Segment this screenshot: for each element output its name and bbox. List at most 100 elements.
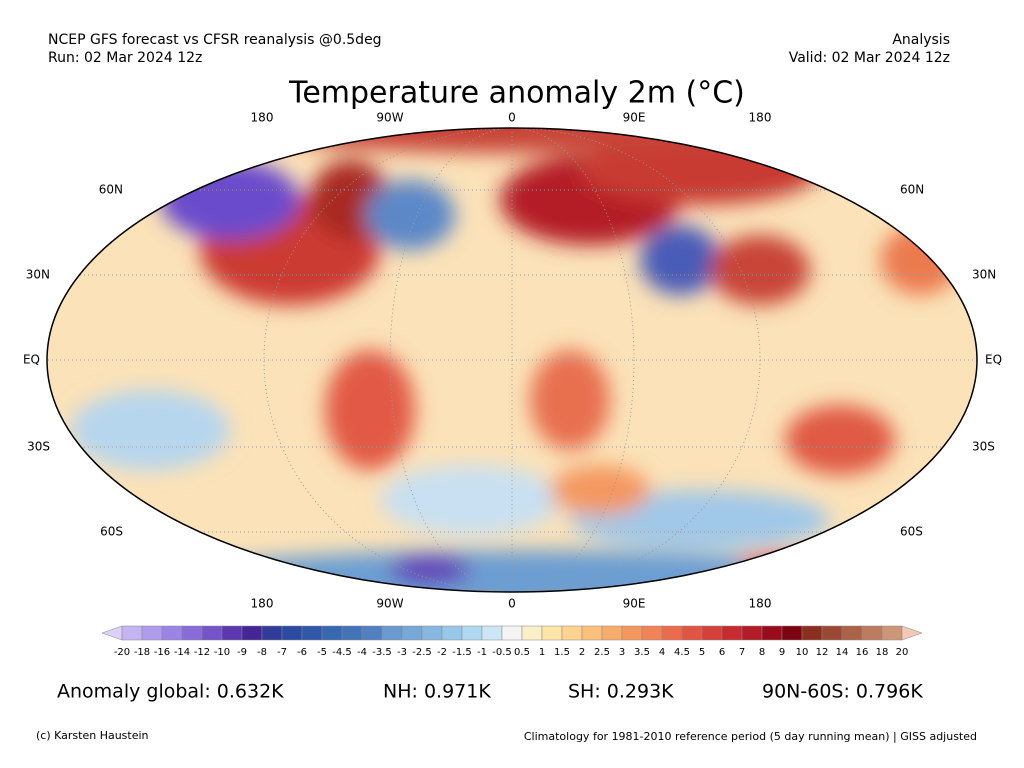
- lat-label: 60N: [99, 183, 123, 197]
- colorbar-label: 8: [759, 647, 765, 658]
- lon-label: 180: [749, 597, 772, 611]
- colorbar-label: 7: [739, 647, 745, 658]
- colorbar-end: [101, 625, 123, 641]
- colorbar-label: -18: [134, 647, 150, 658]
- lon-label: 0: [508, 597, 516, 611]
- lon-label: 90E: [623, 111, 646, 125]
- colorbar-box: [301, 625, 323, 641]
- colorbar-label: 18: [876, 647, 889, 658]
- colorbar-box: [721, 625, 743, 641]
- colorbar-box: [401, 625, 423, 641]
- colorbar-box: [801, 625, 823, 641]
- colorbar-box: [621, 625, 643, 641]
- colorbar-label: -1.5: [452, 647, 472, 658]
- colorbar-box: [841, 625, 863, 641]
- colorbar-box: [141, 625, 163, 641]
- colorbar-label: -3.5: [372, 647, 392, 658]
- colorbar-label: 6: [719, 647, 725, 658]
- colorbar-label: -7: [277, 647, 287, 658]
- colorbar-label: -2.5: [412, 647, 432, 658]
- colorbar-box: [601, 625, 623, 641]
- colorbar-box: [361, 625, 383, 641]
- colorbar-label: 16: [856, 647, 869, 658]
- colorbar-box: [821, 625, 843, 641]
- colorbar-label: 5: [699, 647, 705, 658]
- colorbar-box: [581, 625, 603, 641]
- colorbar-box: [521, 625, 543, 641]
- colorbar-label: 4.5: [674, 647, 690, 658]
- colorbar-label: -16: [154, 647, 170, 658]
- lon-label: 90W: [376, 597, 403, 611]
- colorbar-box: [781, 625, 803, 641]
- colorbar-label: -8: [257, 647, 267, 658]
- colorbar-label: 2.5: [594, 647, 610, 658]
- colorbar-box: [381, 625, 403, 641]
- colorbar-label: 3: [619, 647, 625, 658]
- lat-label: EQ: [23, 353, 40, 367]
- title: Temperature anomaly 2m (°C): [288, 76, 745, 111]
- colorbar-label: -12: [194, 647, 210, 658]
- stat: NH: 0.971K: [383, 681, 491, 703]
- colorbar-end: [901, 625, 923, 641]
- colorbar-box: [661, 625, 683, 641]
- colorbar-label: -6: [297, 647, 307, 658]
- lat-label: 30S: [972, 440, 995, 454]
- colorbar-box: [261, 625, 283, 641]
- colorbar-box: [121, 625, 143, 641]
- colorbar-box: [501, 625, 523, 641]
- globe-outline: [46, 127, 978, 593]
- graticule: [47, 128, 977, 592]
- lat-label: 60S: [100, 525, 123, 539]
- header-right-2: Valid: 02 Mar 2024 12z: [789, 50, 950, 66]
- map: [46, 127, 978, 593]
- colorbar-label: 14: [836, 647, 849, 658]
- colorbar-label: -1: [477, 647, 487, 658]
- colorbar-box: [341, 625, 363, 641]
- colorbar-box: [461, 625, 483, 641]
- colorbar-label: 1: [539, 647, 545, 658]
- colorbar-label: -0.5: [492, 647, 512, 658]
- stat: Anomaly global: 0.632K: [57, 681, 284, 703]
- lon-label: 0: [508, 111, 516, 125]
- lat-label: 30N: [26, 268, 50, 282]
- header-left-2: Run: 02 Mar 2024 12z: [48, 50, 202, 66]
- lon-label: 90E: [623, 597, 646, 611]
- colorbar-box: [221, 625, 243, 641]
- colorbar-box: [161, 625, 183, 641]
- colorbar-label: 4: [659, 647, 665, 658]
- footer-right: Climatology for 1981-2010 reference peri…: [524, 730, 977, 743]
- colorbar-label: -9: [237, 647, 247, 658]
- colorbar-box: [201, 625, 223, 641]
- header-left-1: NCEP GFS forecast vs CFSR reanalysis @0.…: [48, 32, 382, 48]
- colorbar-box: [861, 625, 883, 641]
- colorbar-box: [881, 625, 903, 641]
- lon-label: 90W: [376, 111, 403, 125]
- colorbar-box: [681, 625, 703, 641]
- lon-label: 180: [251, 111, 274, 125]
- colorbar-label: 10: [796, 647, 809, 658]
- stat: SH: 0.293K: [568, 681, 674, 703]
- colorbar-label: 9: [779, 647, 785, 658]
- colorbar-box: [281, 625, 303, 641]
- colorbar-box: [481, 625, 503, 641]
- colorbar-label: 1.5: [554, 647, 570, 658]
- colorbar-label: 20: [896, 647, 909, 658]
- colorbar-box: [421, 625, 443, 641]
- colorbar-box: [641, 625, 663, 641]
- colorbar-label: -5: [317, 647, 327, 658]
- colorbar-box: [321, 625, 343, 641]
- lat-label: EQ: [985, 353, 1002, 367]
- lat-label: 30S: [27, 440, 50, 454]
- lon-label: 180: [749, 111, 772, 125]
- colorbar-label: 12: [816, 647, 829, 658]
- header-right-1: Analysis: [892, 32, 950, 48]
- lat-label: 30N: [972, 268, 996, 282]
- colorbar-box: [441, 625, 463, 641]
- colorbar-box: [541, 625, 563, 641]
- footer-left: (c) Karsten Haustein: [36, 729, 149, 742]
- colorbar-label: -10: [214, 647, 230, 658]
- colorbar-box: [701, 625, 723, 641]
- colorbar-label: -14: [174, 647, 190, 658]
- lon-label: 180: [251, 597, 274, 611]
